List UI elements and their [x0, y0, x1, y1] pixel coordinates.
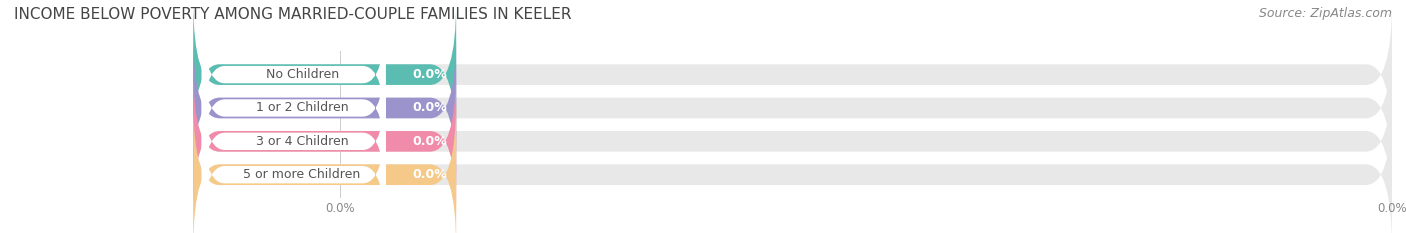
- Text: No Children: No Children: [266, 68, 339, 81]
- FancyBboxPatch shape: [193, 35, 456, 181]
- Text: 3 or 4 Children: 3 or 4 Children: [256, 135, 349, 148]
- Text: 0.0%: 0.0%: [412, 102, 447, 114]
- Text: INCOME BELOW POVERTY AMONG MARRIED-COUPLE FAMILIES IN KEELER: INCOME BELOW POVERTY AMONG MARRIED-COUPL…: [14, 7, 572, 22]
- Text: 0.0%: 0.0%: [412, 135, 447, 148]
- Text: 1 or 2 Children: 1 or 2 Children: [256, 102, 349, 114]
- Text: 5 or more Children: 5 or more Children: [243, 168, 361, 181]
- FancyBboxPatch shape: [193, 35, 1392, 181]
- Text: 0.0%: 0.0%: [412, 168, 447, 181]
- FancyBboxPatch shape: [201, 43, 385, 173]
- FancyBboxPatch shape: [201, 110, 385, 233]
- FancyBboxPatch shape: [193, 102, 456, 233]
- Text: Source: ZipAtlas.com: Source: ZipAtlas.com: [1258, 7, 1392, 20]
- FancyBboxPatch shape: [193, 102, 1392, 233]
- FancyBboxPatch shape: [193, 2, 1392, 148]
- Text: 0.0%: 0.0%: [412, 68, 447, 81]
- FancyBboxPatch shape: [193, 68, 1392, 214]
- FancyBboxPatch shape: [201, 10, 385, 139]
- FancyBboxPatch shape: [193, 68, 456, 214]
- FancyBboxPatch shape: [193, 2, 456, 148]
- FancyBboxPatch shape: [201, 77, 385, 206]
